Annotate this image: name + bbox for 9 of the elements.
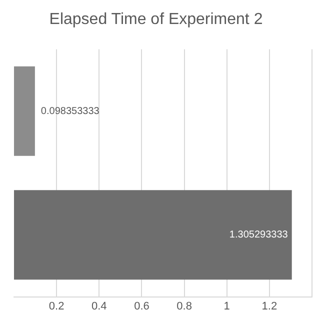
data-label: 1.305293333 (229, 230, 288, 241)
x-tick-label: 0.6 (134, 300, 150, 312)
x-tick-label: 1.2 (262, 300, 278, 312)
data-label: 0.098353333 (40, 106, 100, 117)
x-tick-label: 0.8 (176, 300, 192, 312)
chart-title: Elapsed Time of Experiment 2 (49, 11, 263, 28)
x-tick-label: 0.4 (91, 300, 107, 312)
x-tick-label: 1 (224, 300, 230, 312)
x-tick-label: 0.2 (48, 300, 64, 312)
